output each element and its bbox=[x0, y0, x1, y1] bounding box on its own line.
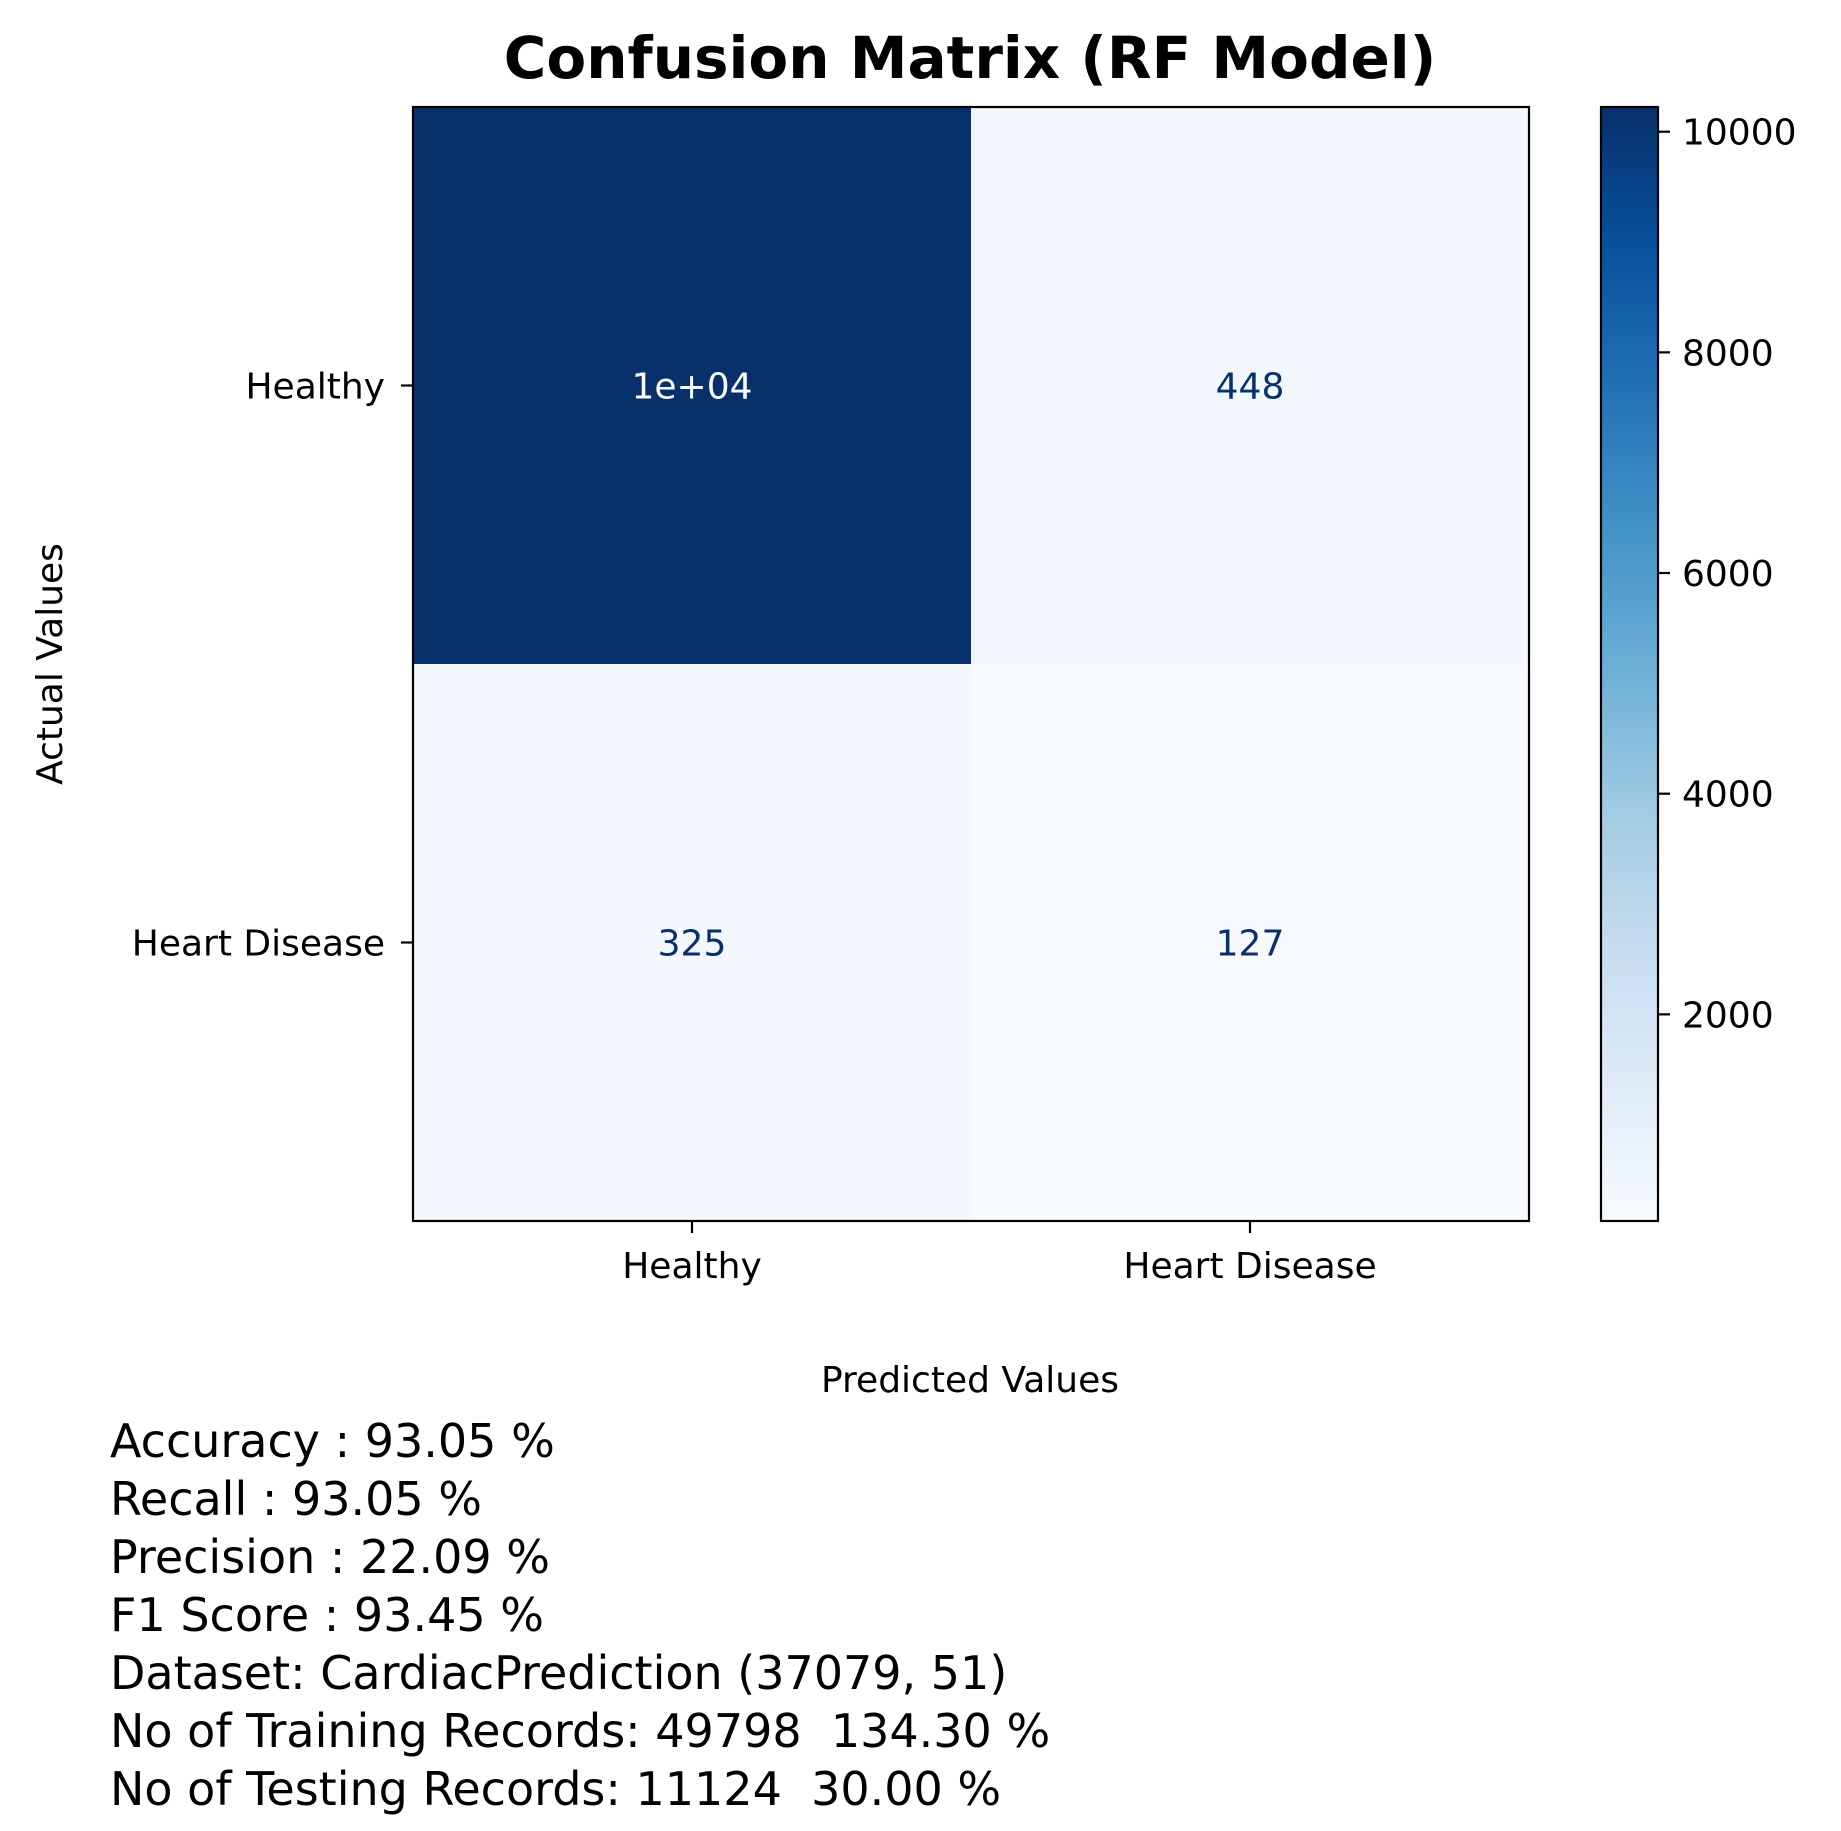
y-tick-label: Heart Disease bbox=[132, 924, 385, 965]
cell-value-label: 127 bbox=[1216, 924, 1285, 965]
heatmap-cells: 1e+04 448 325 127 bbox=[413, 107, 1529, 1221]
x-tick-label: Heart Disease bbox=[1123, 1246, 1376, 1287]
cell-value-label: 448 bbox=[1216, 367, 1285, 408]
x-axis-label: Predicted Values bbox=[821, 1360, 1119, 1401]
metric-testing-records: No of Testing Records: 11124 30.00 % bbox=[110, 1762, 1002, 1816]
chart-title: Confusion Matrix (RF Model) bbox=[504, 24, 1436, 92]
heatmap-cell bbox=[971, 664, 1529, 1221]
x-tick-label: Healthy bbox=[622, 1246, 762, 1287]
metric-precision: Precision : 22.09 % bbox=[110, 1530, 551, 1584]
colorbar-tick-label: 2000 bbox=[1682, 995, 1774, 1036]
x-axis-ticks: Healthy Heart Disease bbox=[622, 1221, 1377, 1287]
colorbar-tick-label: 8000 bbox=[1682, 333, 1774, 374]
metric-recall: Recall : 93.05 % bbox=[110, 1472, 482, 1526]
metric-f1-score: F1 Score : 93.45 % bbox=[110, 1588, 544, 1642]
colorbar-ticks: 2000 4000 6000 8000 10000 bbox=[1658, 113, 1797, 1036]
colorbar-gradient bbox=[1599, 105, 1660, 1223]
cell-value-label: 325 bbox=[658, 924, 727, 965]
colorbar-tick-label: 10000 bbox=[1682, 113, 1797, 154]
colorbar-tick-label: 6000 bbox=[1682, 554, 1774, 595]
plot-frame bbox=[411, 105, 1531, 1223]
metric-training-records: No of Training Records: 49798 134.30 % bbox=[110, 1704, 1051, 1758]
heatmap-cell bbox=[413, 107, 971, 664]
heatmap-cell bbox=[971, 107, 1529, 664]
y-tick-label: Healthy bbox=[245, 367, 385, 408]
metric-accuracy: Accuracy : 93.05 % bbox=[110, 1414, 555, 1468]
cell-value-label: 1e+04 bbox=[631, 367, 752, 408]
metrics-list: Accuracy : 93.05 % Recall : 93.05 % Prec… bbox=[110, 1412, 1050, 1818]
colorbar: 2000 4000 6000 8000 10000 bbox=[1599, 105, 1797, 1223]
metric-dataset: Dataset: CardiacPrediction (37079, 51) bbox=[110, 1646, 1008, 1700]
heatmap-cell bbox=[413, 664, 971, 1221]
y-axis-ticks: Healthy Heart Disease bbox=[132, 367, 413, 965]
y-axis-label: Actual Values bbox=[30, 543, 71, 785]
colorbar-tick-label: 4000 bbox=[1682, 775, 1774, 816]
